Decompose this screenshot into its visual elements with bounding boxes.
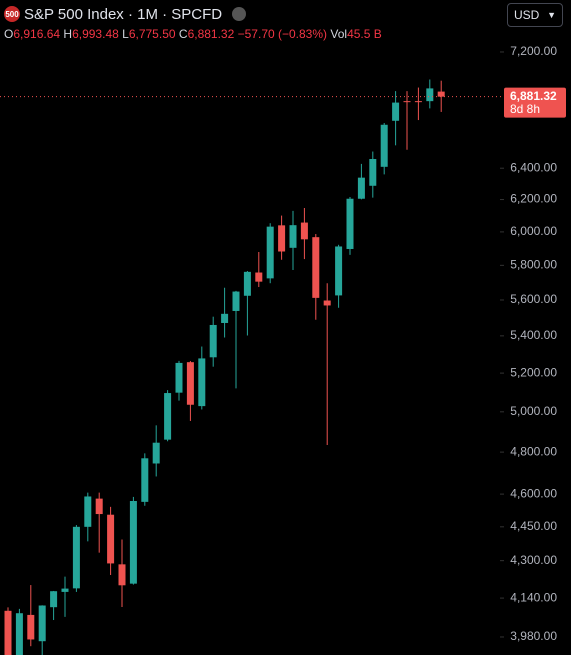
y-tick-label: 4,800.00 <box>510 444 557 458</box>
candle-body <box>95 498 103 515</box>
high-value: 6,993.48 <box>72 27 119 41</box>
candle-body <box>300 222 308 240</box>
candle-body <box>27 614 35 640</box>
candle-body <box>209 324 217 358</box>
open-label: O <box>4 27 14 41</box>
candle-body <box>335 246 343 296</box>
y-tick-label: 5,000.00 <box>510 404 557 418</box>
y-tick-label: 5,200.00 <box>510 365 557 379</box>
candle-body <box>152 442 160 464</box>
candle-body <box>289 225 297 248</box>
y-tick-label: 4,450.00 <box>510 519 557 533</box>
candle-body <box>312 237 320 298</box>
close-label: C <box>178 27 188 41</box>
candle-body <box>4 610 12 655</box>
y-tick-label: 3,980.00 <box>510 629 557 643</box>
candle-body <box>243 271 251 296</box>
symbol-badge[interactable]: 500 <box>4 6 20 22</box>
currency-dropdown[interactable]: USD ▼ <box>507 3 563 27</box>
volume-label: Vol <box>330 27 348 41</box>
candle-body <box>175 362 183 393</box>
candle-body <box>61 588 69 592</box>
candle-body <box>403 101 411 103</box>
low-label: L <box>122 27 129 41</box>
candle-body <box>323 300 331 306</box>
countdown-label: 8d 8h <box>510 102 540 116</box>
chart-title[interactable]: S&P 500 Index · 1M · SPCFD <box>24 5 223 23</box>
dropdown-arrow: ▼ <box>547 10 556 20</box>
y-tick-label: 6,200.00 <box>510 192 557 206</box>
y-tick-label: 5,800.00 <box>510 258 557 272</box>
candle-body <box>369 158 377 186</box>
candle-body <box>437 91 445 97</box>
candle-body <box>107 514 115 564</box>
candle-body <box>426 88 434 102</box>
candle-body <box>129 500 137 584</box>
y-tick-label: 4,140.00 <box>510 590 557 604</box>
candle-body <box>221 313 229 323</box>
candle-body <box>164 393 172 440</box>
low-value: 6,775.50 <box>128 27 176 41</box>
candle-body <box>414 101 422 103</box>
price-label: 6,881.32 <box>510 89 557 103</box>
ohlc-row: O 6,916.64 H 6,993.48 L 6,775.50 C 6,881… <box>4 24 382 44</box>
candle-body <box>72 526 80 589</box>
change-value: −57.70 (−0.83%) <box>237 27 328 41</box>
y-tick-label: 4,600.00 <box>510 486 557 500</box>
title-row: 500 S&P 500 Index · 1M · SPCFD <box>4 4 382 24</box>
candle-body <box>357 177 365 199</box>
candle-body <box>346 198 354 249</box>
more-button[interactable] <box>232 7 247 21</box>
candle-body <box>198 358 206 407</box>
candle-body <box>266 226 274 279</box>
y-tick-label: 4,300.00 <box>510 553 557 567</box>
y-tick-label: 5,600.00 <box>510 292 557 306</box>
volume-value: 45.5 B <box>347 27 382 41</box>
y-tick-label: 6,000.00 <box>510 224 557 238</box>
candle-body <box>84 496 92 527</box>
y-tick-label: 6,400.00 <box>510 160 557 174</box>
candle-body <box>186 362 194 405</box>
candle-body <box>255 272 263 282</box>
candle-body <box>141 458 149 502</box>
close-value: 6,881.32 <box>187 27 235 41</box>
price-label-box <box>504 87 566 118</box>
header: 500 S&P 500 Index · 1M · SPCFD O 6,916.6… <box>4 4 382 44</box>
candle-body <box>392 102 400 121</box>
candle-body <box>38 605 46 642</box>
candle-body <box>50 591 58 608</box>
candle-body <box>232 291 240 311</box>
open-value: 6,916.64 <box>13 27 61 41</box>
currency-label: USD <box>514 8 540 22</box>
candle-body <box>15 613 23 655</box>
candle-body <box>118 564 126 586</box>
candle-body <box>278 225 286 252</box>
high-label: H <box>63 27 73 41</box>
candle-body <box>380 124 388 167</box>
y-tick-label: 7,200.00 <box>510 44 557 58</box>
y-tick-label: 5,400.00 <box>510 328 557 342</box>
